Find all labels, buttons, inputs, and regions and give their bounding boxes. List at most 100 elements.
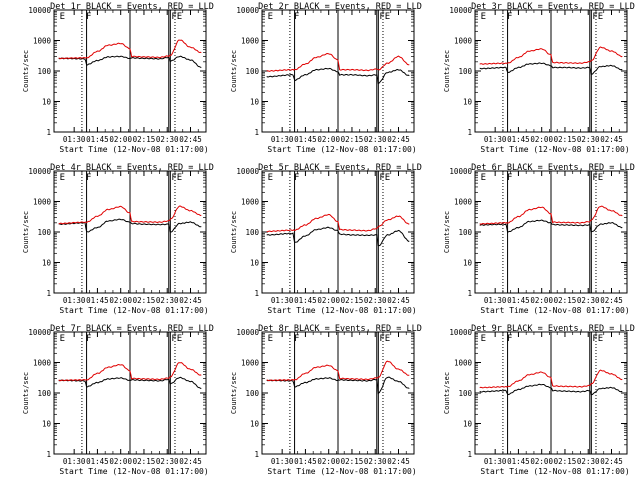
flag-label: FE bbox=[379, 334, 390, 344]
x-tick-label: 01:30 bbox=[271, 135, 294, 144]
panel-det-7: Det 7r BLACK = Events, RED = LLD 1 10 100 10… bbox=[22, 324, 214, 476]
flag-label: E bbox=[481, 173, 486, 183]
x-tick-label: 02:45 bbox=[179, 296, 202, 305]
flag-label: E bbox=[60, 334, 65, 344]
y-tick-label: 100 bbox=[245, 67, 259, 76]
x-tick-label: 02:45 bbox=[387, 457, 410, 466]
flag-label: F bbox=[86, 12, 91, 22]
series-line-lld bbox=[58, 39, 202, 60]
y-axis-label: Counts/sec bbox=[443, 50, 451, 92]
flag-label: F bbox=[86, 334, 91, 344]
x-tick-label: 02:00 bbox=[109, 457, 132, 466]
x-tick-label: 01:30 bbox=[484, 296, 507, 305]
x-tick-label: 02:00 bbox=[109, 296, 132, 305]
x-tick-label: 02:00 bbox=[109, 135, 132, 144]
y-tick-label: 10 bbox=[250, 259, 260, 268]
series-line-lld bbox=[266, 52, 410, 72]
x-axis-label: Start Time (12-Nov-08 01:17:00) bbox=[267, 306, 416, 315]
y-tick-label: 10 bbox=[42, 98, 52, 107]
series-line-lld bbox=[58, 205, 202, 225]
y-tick-label: 1 bbox=[467, 128, 472, 137]
x-tick-label: 02:45 bbox=[387, 296, 410, 305]
x-tick-label: 02:45 bbox=[179, 457, 202, 466]
x-tick-label: 02:45 bbox=[387, 135, 410, 144]
y-tick-label: 10000 bbox=[28, 328, 51, 337]
x-tick-label: 02:30 bbox=[156, 296, 179, 305]
x-tick-label: 01:45 bbox=[507, 457, 530, 466]
series-line-lld bbox=[479, 46, 623, 65]
series-line-lld bbox=[479, 205, 623, 225]
panel-det-8: Det 8r BLACK = Events, RED = LLD 1 10 100 10… bbox=[230, 324, 422, 476]
series-line-events bbox=[58, 376, 202, 389]
x-axis-label: Start Time (12-Nov-08 01:17:00) bbox=[59, 145, 208, 154]
y-tick-label: 1000 bbox=[241, 37, 260, 46]
flag-label: F bbox=[294, 173, 299, 183]
panel-det-6: Det 6r BLACK = Events, RED = LLD 1 10 100 10… bbox=[443, 163, 635, 315]
panel-title: Det 9r BLACK = Events, RED = LLD bbox=[471, 324, 635, 334]
y-tick-label: 1000 bbox=[454, 198, 473, 207]
flag-label: F bbox=[507, 12, 512, 22]
x-tick-label: 01:45 bbox=[294, 457, 317, 466]
y-tick-label: 1 bbox=[46, 128, 51, 137]
flag-label: F bbox=[507, 334, 512, 344]
x-tick-label: 02:45 bbox=[600, 457, 623, 466]
y-axis-label: Counts/sec bbox=[443, 211, 451, 253]
x-tick-label: 02:15 bbox=[341, 296, 364, 305]
x-tick-label: 01:30 bbox=[63, 135, 86, 144]
x-tick-label: 01:45 bbox=[86, 296, 109, 305]
y-tick-label: 1000 bbox=[241, 359, 260, 368]
x-tick-label: 01:45 bbox=[294, 135, 317, 144]
y-tick-label: 1000 bbox=[454, 37, 473, 46]
flag-label: FE bbox=[171, 12, 182, 22]
x-tick-label: 02:00 bbox=[530, 457, 553, 466]
x-axis-label: Start Time (12-Nov-08 01:17:00) bbox=[480, 467, 629, 476]
flag-label: FE bbox=[379, 12, 390, 22]
x-axis-label: Start Time (12-Nov-08 01:17:00) bbox=[59, 306, 208, 315]
y-tick-label: 10 bbox=[250, 98, 260, 107]
x-tick-label: 02:45 bbox=[600, 135, 623, 144]
x-tick-label: 01:45 bbox=[507, 135, 530, 144]
x-tick-label: 02:15 bbox=[341, 457, 364, 466]
y-tick-label: 10000 bbox=[236, 6, 259, 15]
x-tick-label: 02:30 bbox=[577, 135, 600, 144]
x-tick-label: 01:45 bbox=[507, 296, 530, 305]
y-tick-label: 1000 bbox=[454, 359, 473, 368]
x-tick-label: 02:15 bbox=[341, 135, 364, 144]
flag-label: F bbox=[86, 173, 91, 183]
y-tick-label: 1 bbox=[467, 450, 472, 459]
flag-label: FE bbox=[592, 334, 603, 344]
panel-title: Det 2r BLACK = Events, RED = LLD bbox=[258, 2, 422, 12]
y-tick-label: 100 bbox=[458, 228, 472, 237]
x-tick-label: 02:00 bbox=[530, 135, 553, 144]
flag-label: FE bbox=[171, 173, 182, 183]
y-tick-label: 10 bbox=[463, 259, 473, 268]
series-line-events bbox=[479, 383, 623, 396]
y-tick-label: 100 bbox=[458, 67, 472, 76]
x-tick-label: 02:00 bbox=[317, 457, 340, 466]
panel-det-9: Det 9r BLACK = Events, RED = LLD 1 10 100 10… bbox=[443, 324, 635, 476]
y-tick-label: 10000 bbox=[28, 167, 51, 176]
y-tick-label: 1 bbox=[467, 289, 472, 298]
y-axis-label: Counts/sec bbox=[230, 372, 238, 414]
y-tick-label: 100 bbox=[37, 389, 51, 398]
panel-det-2: Det 2r BLACK = Events, RED = LLD 1 10 100 10… bbox=[230, 2, 422, 154]
x-tick-label: 02:00 bbox=[530, 296, 553, 305]
panel-det-4: Det 4r BLACK = Events, RED = LLD 1 10 100 10… bbox=[22, 163, 214, 315]
series-line-events bbox=[266, 67, 410, 85]
y-tick-label: 10 bbox=[463, 98, 473, 107]
y-tick-label: 10000 bbox=[449, 167, 472, 176]
y-axis-label: Counts/sec bbox=[22, 372, 30, 414]
x-tick-label: 02:15 bbox=[133, 296, 156, 305]
y-tick-label: 1 bbox=[254, 289, 259, 298]
x-tick-label: 01:30 bbox=[63, 457, 86, 466]
x-tick-label: 02:30 bbox=[364, 457, 387, 466]
panel-title: Det 1r BLACK = Events, RED = LLD bbox=[50, 2, 214, 12]
y-tick-label: 1 bbox=[46, 450, 51, 459]
flag-label: E bbox=[481, 334, 486, 344]
panel-title: Det 6r BLACK = Events, RED = LLD bbox=[471, 163, 635, 173]
flag-label: E bbox=[481, 12, 486, 22]
series-line-events bbox=[479, 219, 623, 234]
series-line-events bbox=[479, 62, 623, 75]
flag-label: E bbox=[268, 173, 273, 183]
x-tick-label: 01:30 bbox=[271, 457, 294, 466]
